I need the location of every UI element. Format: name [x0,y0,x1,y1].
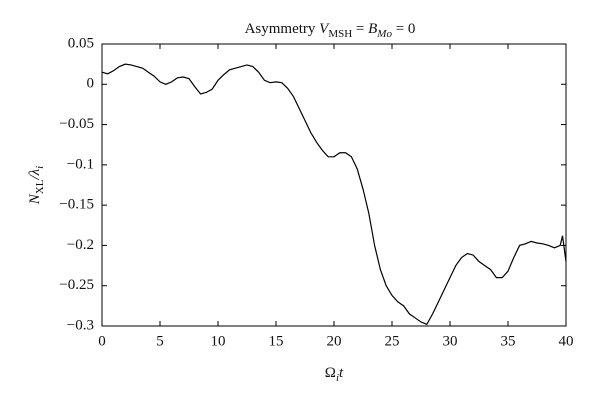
x-tick-label: 20 [327,333,342,349]
y-tick-label: −0.2 [67,237,94,253]
x-tick-label: 15 [269,333,284,349]
label-part: /λ [27,168,43,180]
y-tick-label: −0.15 [59,197,94,213]
label-part: t [339,365,344,381]
data-line [101,63,567,326]
label-part: B [368,21,377,37]
y-tick-label: 0 [87,76,95,92]
plot-frame [101,43,567,327]
label-part: N [27,193,43,205]
y-axis-label: NXL/λi [27,166,45,205]
x-tick-label: 5 [156,333,164,349]
y-tick-label: 0.05 [68,35,94,51]
label-part: = 0 [392,21,415,37]
x-axis-label: Ωit [325,365,344,383]
x-tick-label: 35 [501,333,516,349]
y-tick-label: −0.25 [59,277,94,293]
label-part: = [352,21,368,37]
label-part: i [34,166,46,169]
label-part: XL [34,179,46,194]
label-part: Mo [376,28,392,40]
y-tick-label: −0.3 [67,317,94,333]
x-tick-label: 10 [211,333,226,349]
y-tick-label: −0.1 [67,156,94,172]
x-tick-label: 0 [98,333,106,349]
label-part: Ω [325,365,336,381]
x-tick-label: 25 [385,333,400,349]
y-tick-label: −0.05 [59,116,94,132]
label-part: i [336,372,339,384]
chart-title: Asymmetry VMSH = BMo = 0 [245,21,416,39]
x-tick-label: 40 [559,333,574,349]
label-part: Asymmetry [245,21,320,37]
label-part: V [319,21,330,37]
label-part: MSH [328,28,352,40]
x-tick-label: 30 [443,333,458,349]
